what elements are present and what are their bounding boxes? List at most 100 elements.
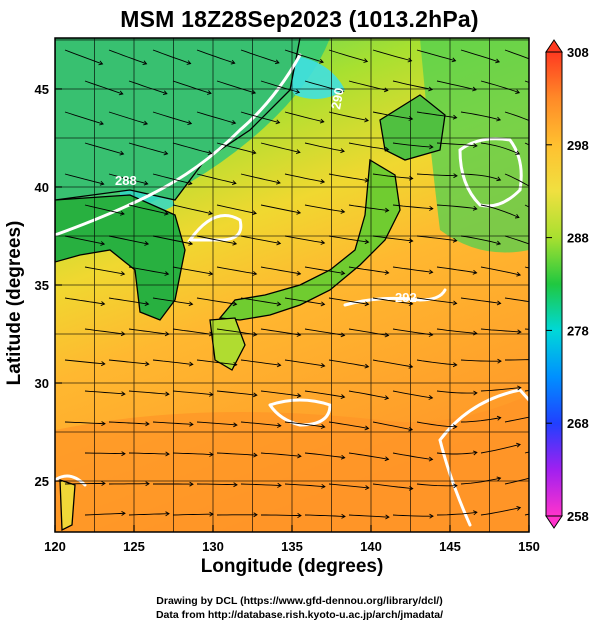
streamline bbox=[304, 452, 345, 459]
streamline bbox=[436, 328, 477, 334]
streamline-arrowhead bbox=[163, 150, 169, 156]
streamline bbox=[504, 111, 529, 121]
streamline-arrowhead bbox=[516, 271, 522, 277]
streamline-arrowhead bbox=[188, 301, 194, 307]
streamline bbox=[240, 297, 281, 305]
y-tick-label: 30 bbox=[35, 376, 49, 391]
contour-label: 288 bbox=[115, 173, 137, 188]
streamline-arrowhead bbox=[100, 361, 106, 367]
korea-land bbox=[55, 194, 186, 321]
streamline bbox=[108, 297, 149, 305]
streamline bbox=[84, 328, 125, 335]
x-tick-label: 125 bbox=[123, 539, 145, 554]
streamline bbox=[328, 359, 369, 368]
streamline-arrowhead bbox=[496, 176, 502, 182]
streamline-arrowhead bbox=[230, 59, 236, 65]
streamline bbox=[196, 235, 237, 245]
colorbar-tick-label: 308 bbox=[567, 45, 589, 60]
streamline-arrowhead bbox=[252, 271, 258, 276]
streamline bbox=[328, 111, 369, 122]
streamline-arrowhead bbox=[187, 120, 193, 126]
streamline bbox=[504, 235, 529, 245]
y-tick-label: 45 bbox=[35, 82, 49, 97]
streamline bbox=[84, 452, 126, 455]
streamline-arrowhead bbox=[296, 393, 302, 399]
streamline-arrowhead bbox=[517, 385, 522, 391]
streamline-arrowhead bbox=[452, 114, 458, 120]
x-tick-label: 130 bbox=[202, 539, 224, 554]
streamline bbox=[348, 390, 389, 399]
streamline-arrowhead bbox=[364, 117, 369, 123]
streamline-arrowhead bbox=[297, 513, 302, 518]
streamline-arrowhead bbox=[517, 329, 522, 335]
streamline bbox=[284, 359, 325, 367]
colorbar-ticks: 258 268 278 288 298 308 bbox=[546, 45, 589, 524]
contour-line bbox=[187, 214, 243, 242]
streamline bbox=[172, 204, 213, 215]
colorbar-tick-label: 298 bbox=[567, 138, 589, 153]
streamline bbox=[64, 235, 105, 245]
streamline-arrowhead bbox=[275, 119, 281, 125]
streamline bbox=[328, 297, 369, 305]
streamline bbox=[480, 328, 521, 333]
streamline bbox=[372, 421, 413, 431]
streamline bbox=[196, 359, 237, 366]
streamline bbox=[108, 235, 149, 245]
streamline-arrowhead bbox=[540, 473, 544, 477]
streamline bbox=[348, 328, 389, 336]
streamline-arrowhead bbox=[165, 451, 170, 457]
streamline bbox=[216, 204, 257, 214]
streamline-arrowhead bbox=[516, 442, 521, 448]
streamline-arrowhead bbox=[320, 240, 326, 245]
streamline-arrowhead bbox=[496, 116, 502, 122]
streamline-arrowhead bbox=[295, 89, 301, 94]
streamline-arrowhead bbox=[340, 394, 346, 400]
streamline-arrowhead bbox=[276, 362, 282, 368]
contour-lines bbox=[55, 53, 529, 527]
streamline bbox=[460, 111, 501, 121]
streamline bbox=[392, 266, 433, 273]
y-tick-label: 25 bbox=[35, 474, 49, 489]
streamline-arrowhead bbox=[296, 209, 302, 215]
streamline bbox=[260, 142, 300, 153]
contour-line bbox=[55, 474, 87, 487]
streamline-arrowhead bbox=[142, 60, 148, 66]
streamline-arrowhead bbox=[295, 149, 301, 155]
streamline bbox=[64, 49, 103, 65]
streamline bbox=[460, 297, 501, 304]
streamline-arrowhead bbox=[187, 180, 193, 186]
streamline-arrowhead bbox=[363, 58, 369, 63]
streamline-arrowhead bbox=[189, 481, 194, 487]
streamline bbox=[152, 421, 193, 425]
streamline-arrowhead bbox=[120, 271, 126, 276]
streamline-arrowhead bbox=[541, 413, 545, 417]
streamline-arrowhead bbox=[208, 210, 213, 216]
streamline bbox=[304, 204, 345, 213]
streamline bbox=[480, 204, 520, 218]
streamline-arrowhead bbox=[145, 481, 150, 487]
streamline-arrowhead bbox=[384, 395, 390, 401]
streamline-arrowhead bbox=[164, 271, 170, 276]
streamline-arrowhead bbox=[453, 483, 458, 489]
streamline bbox=[172, 452, 214, 456]
streamline-arrowhead bbox=[340, 454, 346, 460]
streamline bbox=[240, 173, 281, 184]
streamline bbox=[172, 390, 213, 396]
streamline bbox=[372, 49, 412, 62]
streamline-arrowhead bbox=[514, 213, 520, 219]
streamline-arrowhead bbox=[120, 210, 125, 216]
x-ticks: 120 125 130 135 140 145 150 bbox=[44, 525, 540, 554]
streamline-arrowhead bbox=[496, 415, 502, 421]
streamline-arrowhead bbox=[515, 89, 521, 94]
streamline-arrowhead bbox=[144, 240, 150, 246]
streamline-arrowhead bbox=[231, 180, 237, 186]
streamline bbox=[304, 390, 345, 398]
streamline-arrowhead bbox=[428, 395, 434, 400]
streamline bbox=[436, 204, 477, 210]
streamline bbox=[328, 483, 369, 489]
streamline-arrowhead bbox=[274, 59, 280, 65]
y-axis-label: Latitude (degrees) bbox=[4, 220, 25, 386]
streamline-arrowhead bbox=[364, 425, 370, 431]
colorbar-tick-label: 278 bbox=[567, 323, 589, 338]
streamline bbox=[240, 49, 280, 64]
